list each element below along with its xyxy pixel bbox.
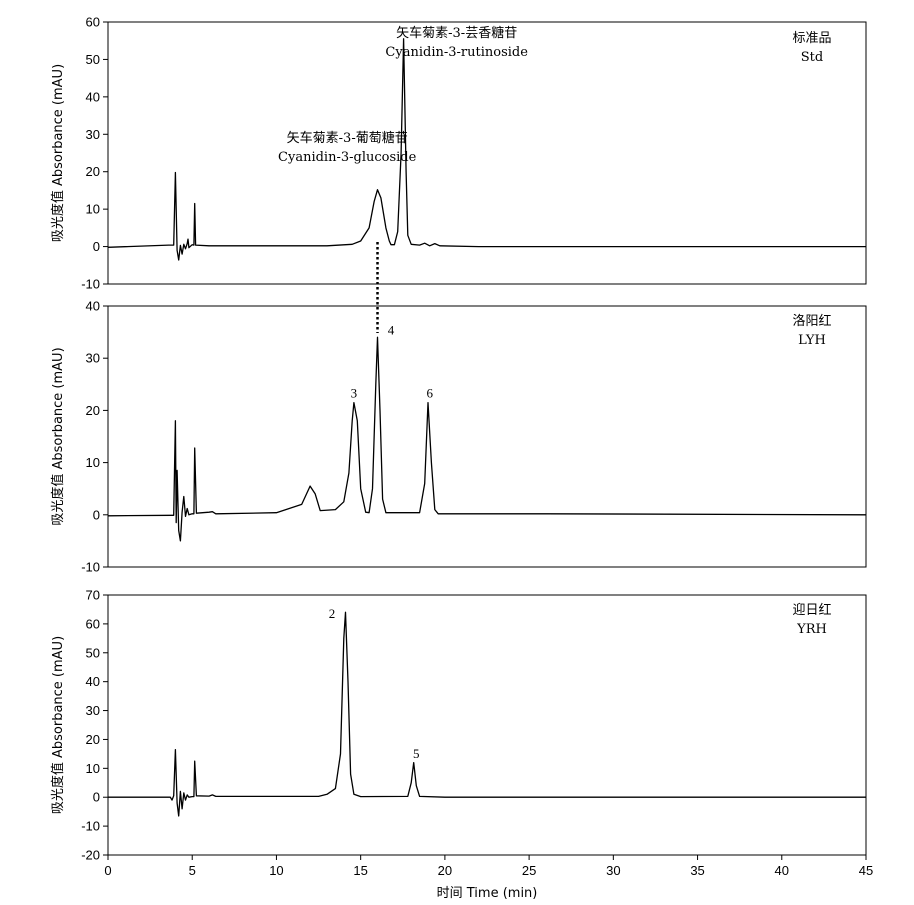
y-tick-label: 50 — [86, 52, 100, 67]
y-tick-label: 20 — [86, 164, 100, 179]
series-line-lyh — [107, 336, 867, 542]
sample-label: YRH — [796, 622, 827, 637]
y-tick-label: 70 — [86, 588, 100, 603]
panel-lyh: -10 0 10 20 30 40 吸光度值 Absorbance (mAU) 洛阳红 LYH 3… — [50, 299, 867, 575]
peak-label: 6 — [426, 385, 433, 400]
x-axis-title: 时间 Time (min) — [437, 886, 538, 901]
compound-annotation: Cyanidin-3-glucoside — [278, 150, 417, 165]
y-tick-label: 20 — [86, 732, 100, 747]
peak-label: 5 — [413, 746, 420, 761]
y-tick-label: 40 — [86, 89, 100, 104]
x-tick-label: 25 — [522, 863, 536, 878]
y-tick-label: 10 — [86, 202, 100, 217]
y-tick-label: 10 — [86, 761, 100, 776]
compound-annotation: 矢车菊素-3-葡萄糖苷 — [287, 130, 408, 146]
x-tick-label: 10 — [269, 863, 283, 878]
series-line-std — [107, 38, 866, 261]
y-tick-label: -10 — [81, 277, 100, 292]
y-axis-title: 吸光度值 Absorbance (mAU) — [50, 64, 66, 242]
plot-frame — [107, 21, 867, 285]
x-tick-label: 15 — [353, 863, 367, 878]
y-axis-title: 吸光度值 Absorbance (mAU) — [50, 636, 66, 814]
series-line-yrh — [108, 611, 866, 817]
sample-label: 迎日红 — [792, 602, 831, 618]
peak-label: 3 — [351, 385, 358, 400]
panel-std: -10 0 10 20 30 40 50 60 吸光度值 Absorbance (mAU) 标准品… — [50, 15, 867, 292]
y-tick-label: 0 — [93, 790, 100, 805]
y-tick-label: -10 — [81, 819, 100, 834]
y-tick-label: 50 — [86, 645, 100, 660]
x-tick-label: 30 — [606, 863, 620, 878]
y-tick-label: 30 — [86, 351, 100, 366]
y-tick-label: 40 — [86, 674, 100, 689]
x-tick-label: 45 — [859, 863, 873, 878]
y-tick-label: -20 — [81, 848, 100, 863]
y-tick-label: 30 — [86, 127, 100, 142]
x-tick-label: 0 — [104, 863, 111, 878]
y-tick-label: 0 — [93, 239, 100, 254]
y-tick-label: 60 — [86, 15, 100, 30]
plot-frame — [107, 305, 867, 568]
y-tick-label: -10 — [81, 560, 100, 575]
plot-frame — [107, 594, 867, 856]
sample-label: 标准品 — [792, 31, 831, 46]
y-tick-label: 30 — [86, 703, 100, 718]
y-tick-label: 40 — [86, 299, 100, 314]
y-axis-title: 吸光度值 Absorbance (mAU) — [50, 347, 66, 525]
sample-label: Std — [801, 50, 823, 65]
x-tick-label: 40 — [775, 863, 789, 878]
compound-annotation: Cyanidin-3-rutinoside — [385, 45, 528, 60]
y-tick-label: 0 — [93, 507, 100, 522]
x-tick-label: 20 — [438, 863, 452, 878]
x-tick-label: 35 — [690, 863, 704, 878]
compound-annotation: 矢车菊素-3-芸香糖苷 — [396, 25, 517, 41]
peak-label: 4 — [388, 323, 395, 338]
sample-label: LYH — [798, 333, 826, 348]
y-tick-label: 10 — [86, 455, 100, 470]
y-tick-label: 20 — [86, 403, 100, 418]
sample-label: 洛阳红 — [792, 313, 831, 329]
y-tick-label: 60 — [86, 616, 100, 631]
x-tick-label: 5 — [189, 863, 196, 878]
peak-label: 2 — [329, 606, 336, 621]
